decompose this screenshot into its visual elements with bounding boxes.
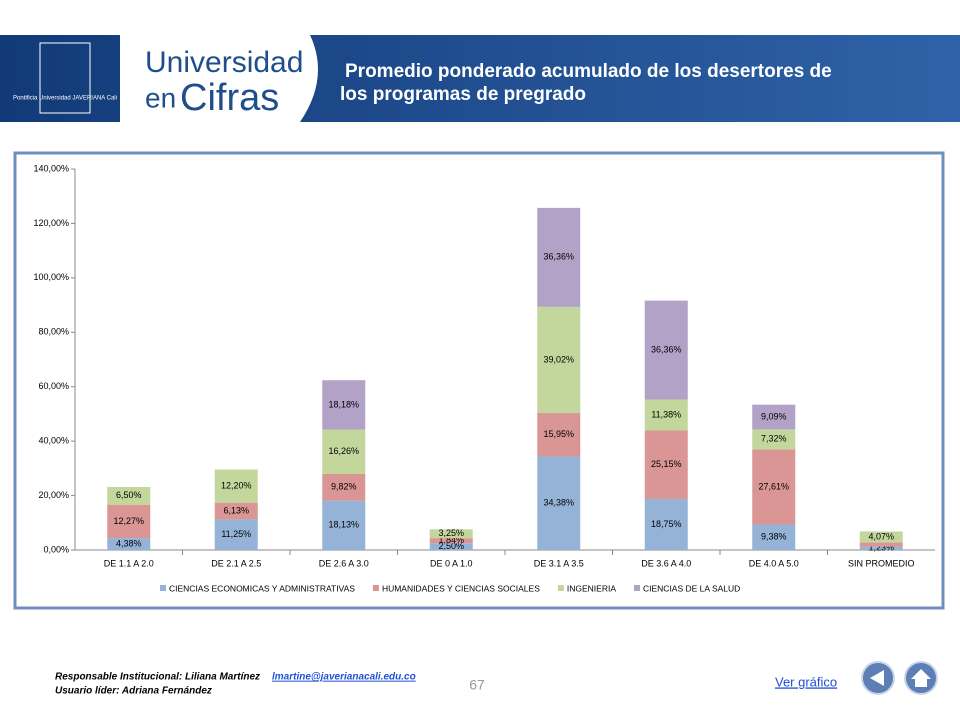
x-tick-label: DE 3.1 A 3.5	[534, 558, 584, 568]
data-label: 25,15%	[651, 459, 682, 469]
bar-segment	[644, 430, 688, 499]
bar-segment	[644, 300, 688, 400]
page-number: 67	[469, 677, 485, 693]
data-label: 3,25%	[438, 528, 464, 538]
bar-segment	[107, 486, 151, 505]
bar-segment	[429, 543, 473, 550]
bar-segment	[322, 429, 366, 474]
y-tick-label: 60,00%	[38, 381, 69, 391]
legend-swatch	[160, 585, 166, 591]
data-label: 18,13%	[328, 520, 359, 530]
data-label: 6,13%	[223, 505, 249, 515]
data-label: 7,32%	[761, 434, 787, 444]
logo-text: Pontificia Universidad JAVERIANA Cali	[13, 96, 117, 102]
bar-segment	[644, 399, 688, 431]
brand-en: en	[145, 82, 176, 113]
y-tick-label: 80,00%	[38, 327, 69, 337]
x-tick-label: SIN PROMEDIO	[848, 558, 915, 568]
bar-segment	[537, 207, 581, 307]
footer-leader: Usuario líder: Adriana Fernández	[55, 686, 212, 697]
data-label: 11,38%	[651, 409, 681, 419]
data-label: 12,20%	[221, 480, 252, 490]
slide-title: Promedio ponderado acumulado de los dese…	[345, 61, 832, 82]
data-label: 18,18%	[328, 399, 359, 409]
y-tick-label: 100,00%	[33, 272, 69, 282]
y-tick-label: 40,00%	[38, 436, 69, 446]
bar-segment	[644, 498, 688, 550]
chart-frame	[13, 151, 945, 610]
data-label: 4,38%	[116, 538, 142, 548]
data-label: 18,75%	[651, 519, 682, 529]
legend-swatch	[372, 585, 379, 591]
bar-segment	[537, 456, 581, 550]
bar-segment	[322, 473, 366, 501]
y-tick-label: 20,00%	[38, 490, 69, 500]
bar-segment	[859, 531, 903, 543]
data-label: 9,82%	[331, 482, 357, 492]
brand-cifras: Cifras	[180, 77, 279, 119]
legend-label: CIENCIAS ECONOMICAS Y ADMINISTRATIVAS	[169, 583, 355, 593]
bar-segment	[752, 449, 796, 525]
legend-label: CIENCIAS DE LA SALUD	[643, 583, 740, 593]
bar-segment	[859, 546, 903, 550]
x-tick-label: DE 1.1 A 2.0	[104, 558, 154, 568]
data-label: 12,27%	[113, 516, 144, 526]
y-tick-label: 0,00%	[43, 544, 69, 554]
bar-segment	[429, 529, 473, 539]
data-label: 9,38%	[761, 532, 787, 542]
bar-segment	[752, 429, 796, 450]
bar-segment	[859, 542, 903, 547]
data-label: 1,23%	[868, 543, 894, 553]
brand-line1: Universidad	[145, 46, 303, 79]
data-label: 36,36%	[543, 252, 574, 262]
data-label: 2,50%	[438, 541, 464, 551]
legend-label: HUMANIDADES Y CIENCIAS SOCIALES	[382, 583, 540, 593]
bar-segment	[322, 500, 366, 550]
footer-email[interactable]: lmartine@javerianacali.edu.co	[272, 672, 416, 683]
bar-segment	[214, 502, 258, 520]
data-label: 9,09%	[761, 411, 787, 421]
bar-segment	[322, 380, 366, 430]
bar-segment	[752, 524, 796, 550]
data-label: 39,02%	[543, 354, 574, 364]
y-tick-label: 120,00%	[33, 218, 69, 228]
legend-swatch	[634, 585, 640, 591]
bar-segment	[537, 306, 581, 414]
data-label: 36,36%	[651, 344, 682, 354]
bar-segment	[537, 413, 581, 457]
data-label: 16,26%	[328, 446, 359, 456]
chart: 0,00% 20,00% 40,00% 60,00% 80,00% 100,00% 120,…	[33, 163, 935, 593]
data-label: 4,07%	[868, 531, 894, 541]
bar-segment	[214, 519, 258, 550]
legend-swatch	[557, 585, 564, 591]
home-icon	[911, 669, 931, 687]
data-label: 34,38%	[543, 498, 574, 508]
x-tick-label: DE 4.0 A 5.0	[749, 558, 799, 568]
logo-box	[39, 42, 91, 114]
bar-segment	[107, 538, 151, 550]
slide-title: los programas de pregrado	[340, 84, 586, 105]
bar-segment	[214, 469, 258, 503]
x-tick-label: DE 0 A 1.0	[430, 558, 473, 568]
legend-label: INGENIERIA	[567, 583, 616, 593]
bar-segment	[752, 404, 796, 430]
data-label: 15,95%	[543, 429, 574, 439]
x-tick-label: DE 2.6 A 3.0	[319, 558, 369, 568]
bar-segment	[429, 538, 473, 544]
footer-responsible: Responsable Institucional: Liliana Martí…	[55, 672, 260, 683]
view-chart-link[interactable]: Ver gráfico	[775, 674, 837, 689]
x-tick-label: DE 3.6 A 4.0	[641, 558, 691, 568]
x-tick-label: DE 2.1 A 2.5	[211, 558, 261, 568]
y-tick-label: 140,00%	[33, 163, 69, 173]
data-label: 6,50%	[116, 490, 142, 500]
data-label: 11,25%	[221, 529, 251, 539]
data-label: 1,84%	[438, 535, 464, 545]
bar-segment	[107, 504, 151, 539]
data-label: 27,61%	[758, 481, 789, 491]
back-icon	[870, 670, 884, 686]
brand-panel	[120, 35, 318, 122]
